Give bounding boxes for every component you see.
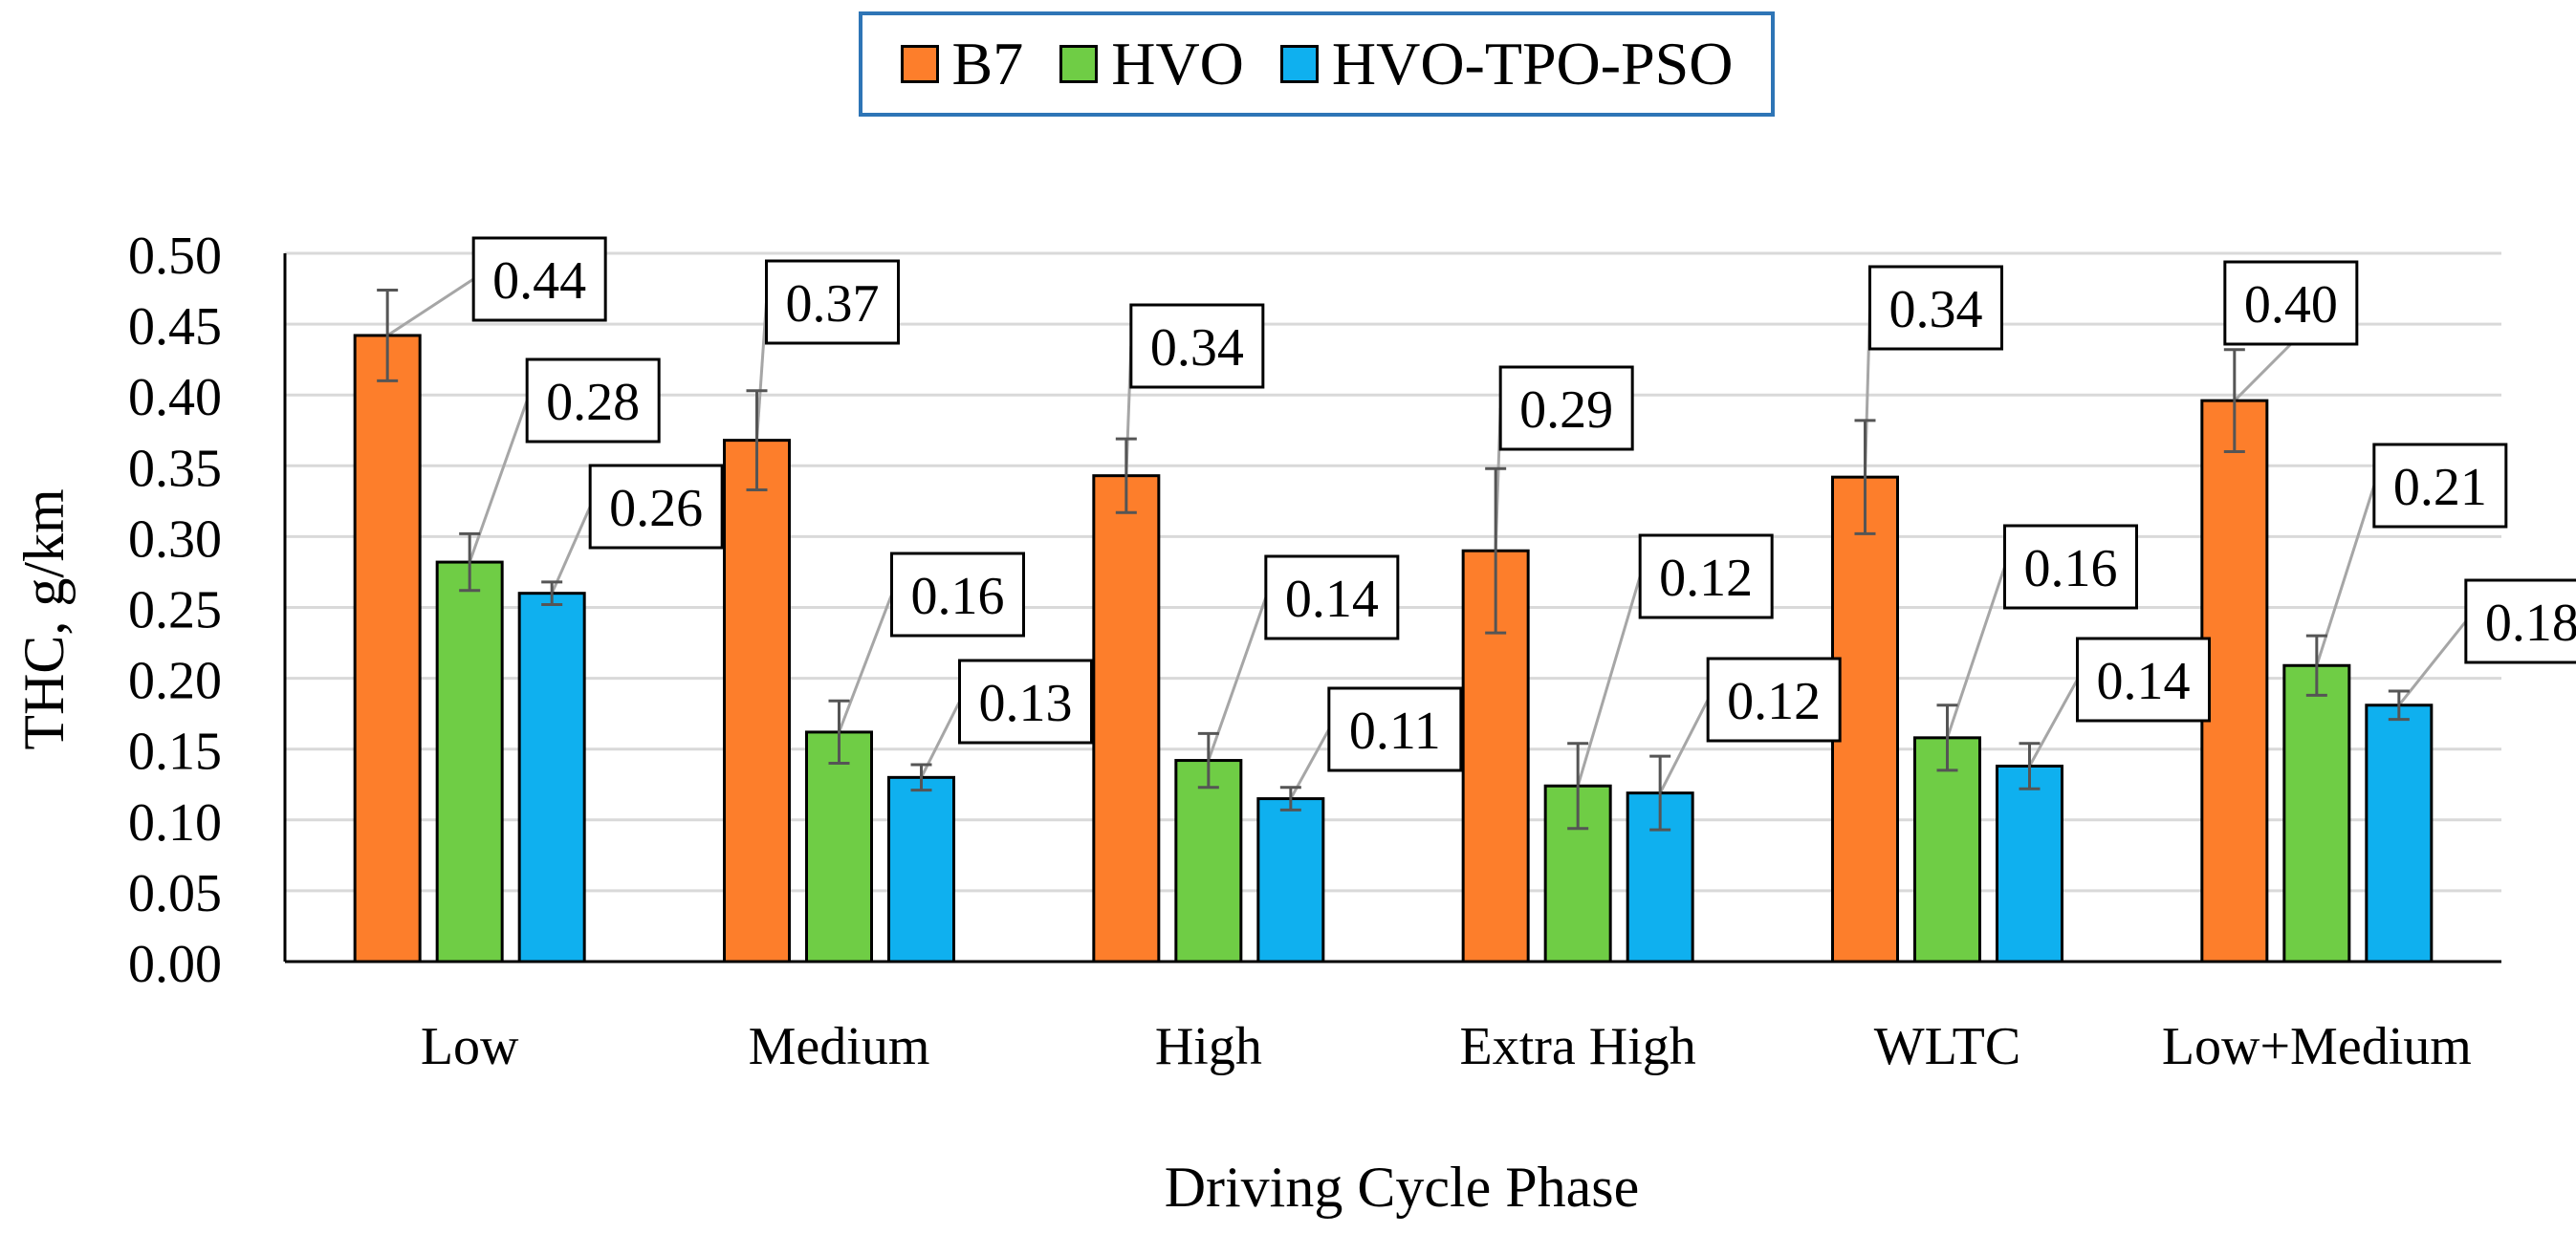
legend-swatch-b7 (900, 45, 939, 83)
legend-swatch-hvo-tpo-pso (1279, 45, 1319, 83)
data-label: 0.21 (2393, 458, 2487, 517)
axes (283, 253, 2501, 963)
y-tick-label: 0.25 (128, 581, 222, 640)
data-label-box (525, 357, 661, 444)
data-label-box (2464, 578, 2576, 664)
data-label: 0.40 (2244, 275, 2338, 335)
bar (2200, 399, 2269, 963)
data-label: 0.14 (2097, 652, 2191, 711)
data-label-box (2372, 443, 2508, 529)
bar (805, 730, 873, 963)
legend-label-b7: B7 (951, 30, 1024, 97)
data-label-box (1327, 686, 1463, 772)
y-tick-label: 0.40 (128, 368, 222, 427)
legend-item-hvo-tpo-pso: HVO-TPO-PSO (1279, 30, 1734, 97)
x-tick-label: Extra High (1460, 1017, 1696, 1076)
y-tick-label: 0.35 (128, 439, 222, 498)
data-label-box (890, 552, 1025, 638)
bar (1831, 475, 1899, 963)
x-tick-label: Low (421, 1017, 519, 1076)
legend-item-b7: B7 (900, 30, 1024, 97)
y-tick-label: 0.30 (128, 509, 222, 569)
data-label: 0.34 (1889, 280, 1983, 339)
bar (723, 439, 791, 963)
bar (1996, 764, 2063, 963)
data-label: 0.37 (786, 274, 880, 334)
label-leader-line (2233, 342, 2292, 402)
data-label: 0.34 (1150, 318, 1244, 378)
data-label: 0.28 (546, 373, 640, 432)
y-axis-title: THC, g/km (12, 488, 76, 749)
data-label-box (1868, 265, 2003, 351)
data-label-box (1264, 554, 1400, 640)
legend-item-hvo: HVO (1059, 33, 1244, 95)
label-leader-line (838, 594, 893, 733)
data-label: 0.16 (911, 567, 1005, 626)
axis-text: THC, g/km Driving Cycle Phase 0.00 0.05 0.… (12, 227, 2472, 1219)
error-bars (377, 289, 2410, 832)
data-label-box (1129, 303, 1265, 389)
label-leader-line (386, 277, 474, 337)
x-tick-label: Medium (749, 1017, 930, 1076)
bar (2282, 663, 2351, 963)
label-leader-line (550, 506, 592, 595)
data-labels: 0.44 0.28 0.26 0.37 0.16 0.13 0.34 0.14 0.11 0.29… (471, 236, 2576, 772)
y-tick-label: 0.10 (128, 793, 222, 853)
data-label-box (588, 464, 724, 550)
data-label: 0.29 (1519, 380, 1613, 440)
data-label: 0.14 (1285, 570, 1379, 629)
x-tick-label: WLTC (1874, 1017, 2020, 1076)
data-label: 0.18 (2485, 594, 2576, 653)
bar (887, 775, 955, 963)
data-label-box (2076, 637, 2211, 723)
y-tick-label: 0.00 (128, 935, 222, 994)
y-tick-label: 0.50 (128, 227, 222, 286)
bar (1256, 797, 1325, 963)
label-leader-line (2315, 485, 2376, 666)
bar (435, 560, 504, 963)
data-label: 0.44 (492, 251, 586, 311)
data-label: 0.16 (2024, 539, 2118, 598)
label-leader-line (2397, 620, 2468, 706)
data-label-box (1706, 657, 1842, 743)
y-tick-label: 0.45 (128, 297, 222, 357)
bar (353, 334, 422, 963)
legend-label-hvo: HVO (1111, 30, 1244, 97)
data-label: 0.13 (979, 674, 1073, 733)
y-tick-label: 0.20 (128, 652, 222, 711)
x-axis-title: Driving Cycle Phase (1165, 1156, 1640, 1219)
data-label: 0.26 (609, 479, 703, 538)
data-label-box (1498, 365, 1634, 451)
y-tick-label: 0.15 (128, 723, 222, 782)
bar (1913, 736, 1981, 963)
label-leader-line (755, 301, 768, 441)
legend: B7 HVO HVO-TPO-PSO (859, 11, 1775, 117)
bar (1174, 759, 1243, 963)
bar (1092, 474, 1161, 963)
data-label-box (471, 236, 607, 322)
bars (353, 334, 2434, 963)
data-label-box (2003, 524, 2138, 610)
data-label-box (2223, 260, 2359, 346)
bar (2365, 704, 2434, 963)
x-tick-label: High (1155, 1017, 1262, 1076)
data-label-box (958, 659, 1093, 745)
data-label: 0.11 (1349, 702, 1441, 761)
legend-swatch-hvo (1059, 45, 1099, 83)
bar (517, 592, 586, 963)
label-leader-line (2028, 679, 2079, 768)
label-leader-line (1576, 575, 1642, 787)
data-label-box (765, 259, 900, 345)
label-leader-line (1658, 699, 1710, 794)
data-label: 0.12 (1727, 672, 1821, 731)
data-label-box (1638, 533, 1774, 619)
label-leader-line (1946, 566, 2006, 739)
y-tick-label: 0.05 (128, 864, 222, 923)
legend-label-hvo-tpo-pso: HVO-TPO-PSO (1331, 30, 1734, 97)
data-label: 0.12 (1659, 549, 1753, 608)
x-tick-label: Low+Medium (2162, 1017, 2472, 1076)
